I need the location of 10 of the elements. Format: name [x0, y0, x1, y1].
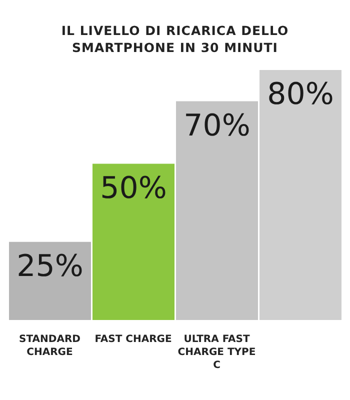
- x-tick-label: ULTRA FAST CHARGE TYPE C: [178, 334, 256, 371]
- data-label: 80%: [267, 77, 334, 112]
- data-label: 50%: [100, 170, 167, 206]
- bar: [92, 164, 174, 320]
- bar: [9, 242, 91, 320]
- x-tick-label: FAST CHARGE: [94, 334, 172, 345]
- data-label: 70%: [184, 108, 250, 144]
- chart-title: IL LIVELLO DI RICARICA DELLO SMARTPHONE IN 30 MINUTI: [60, 22, 290, 56]
- data-label: 25%: [16, 248, 84, 284]
- x-tick-label: STANDARD CHARGE: [19, 334, 80, 358]
